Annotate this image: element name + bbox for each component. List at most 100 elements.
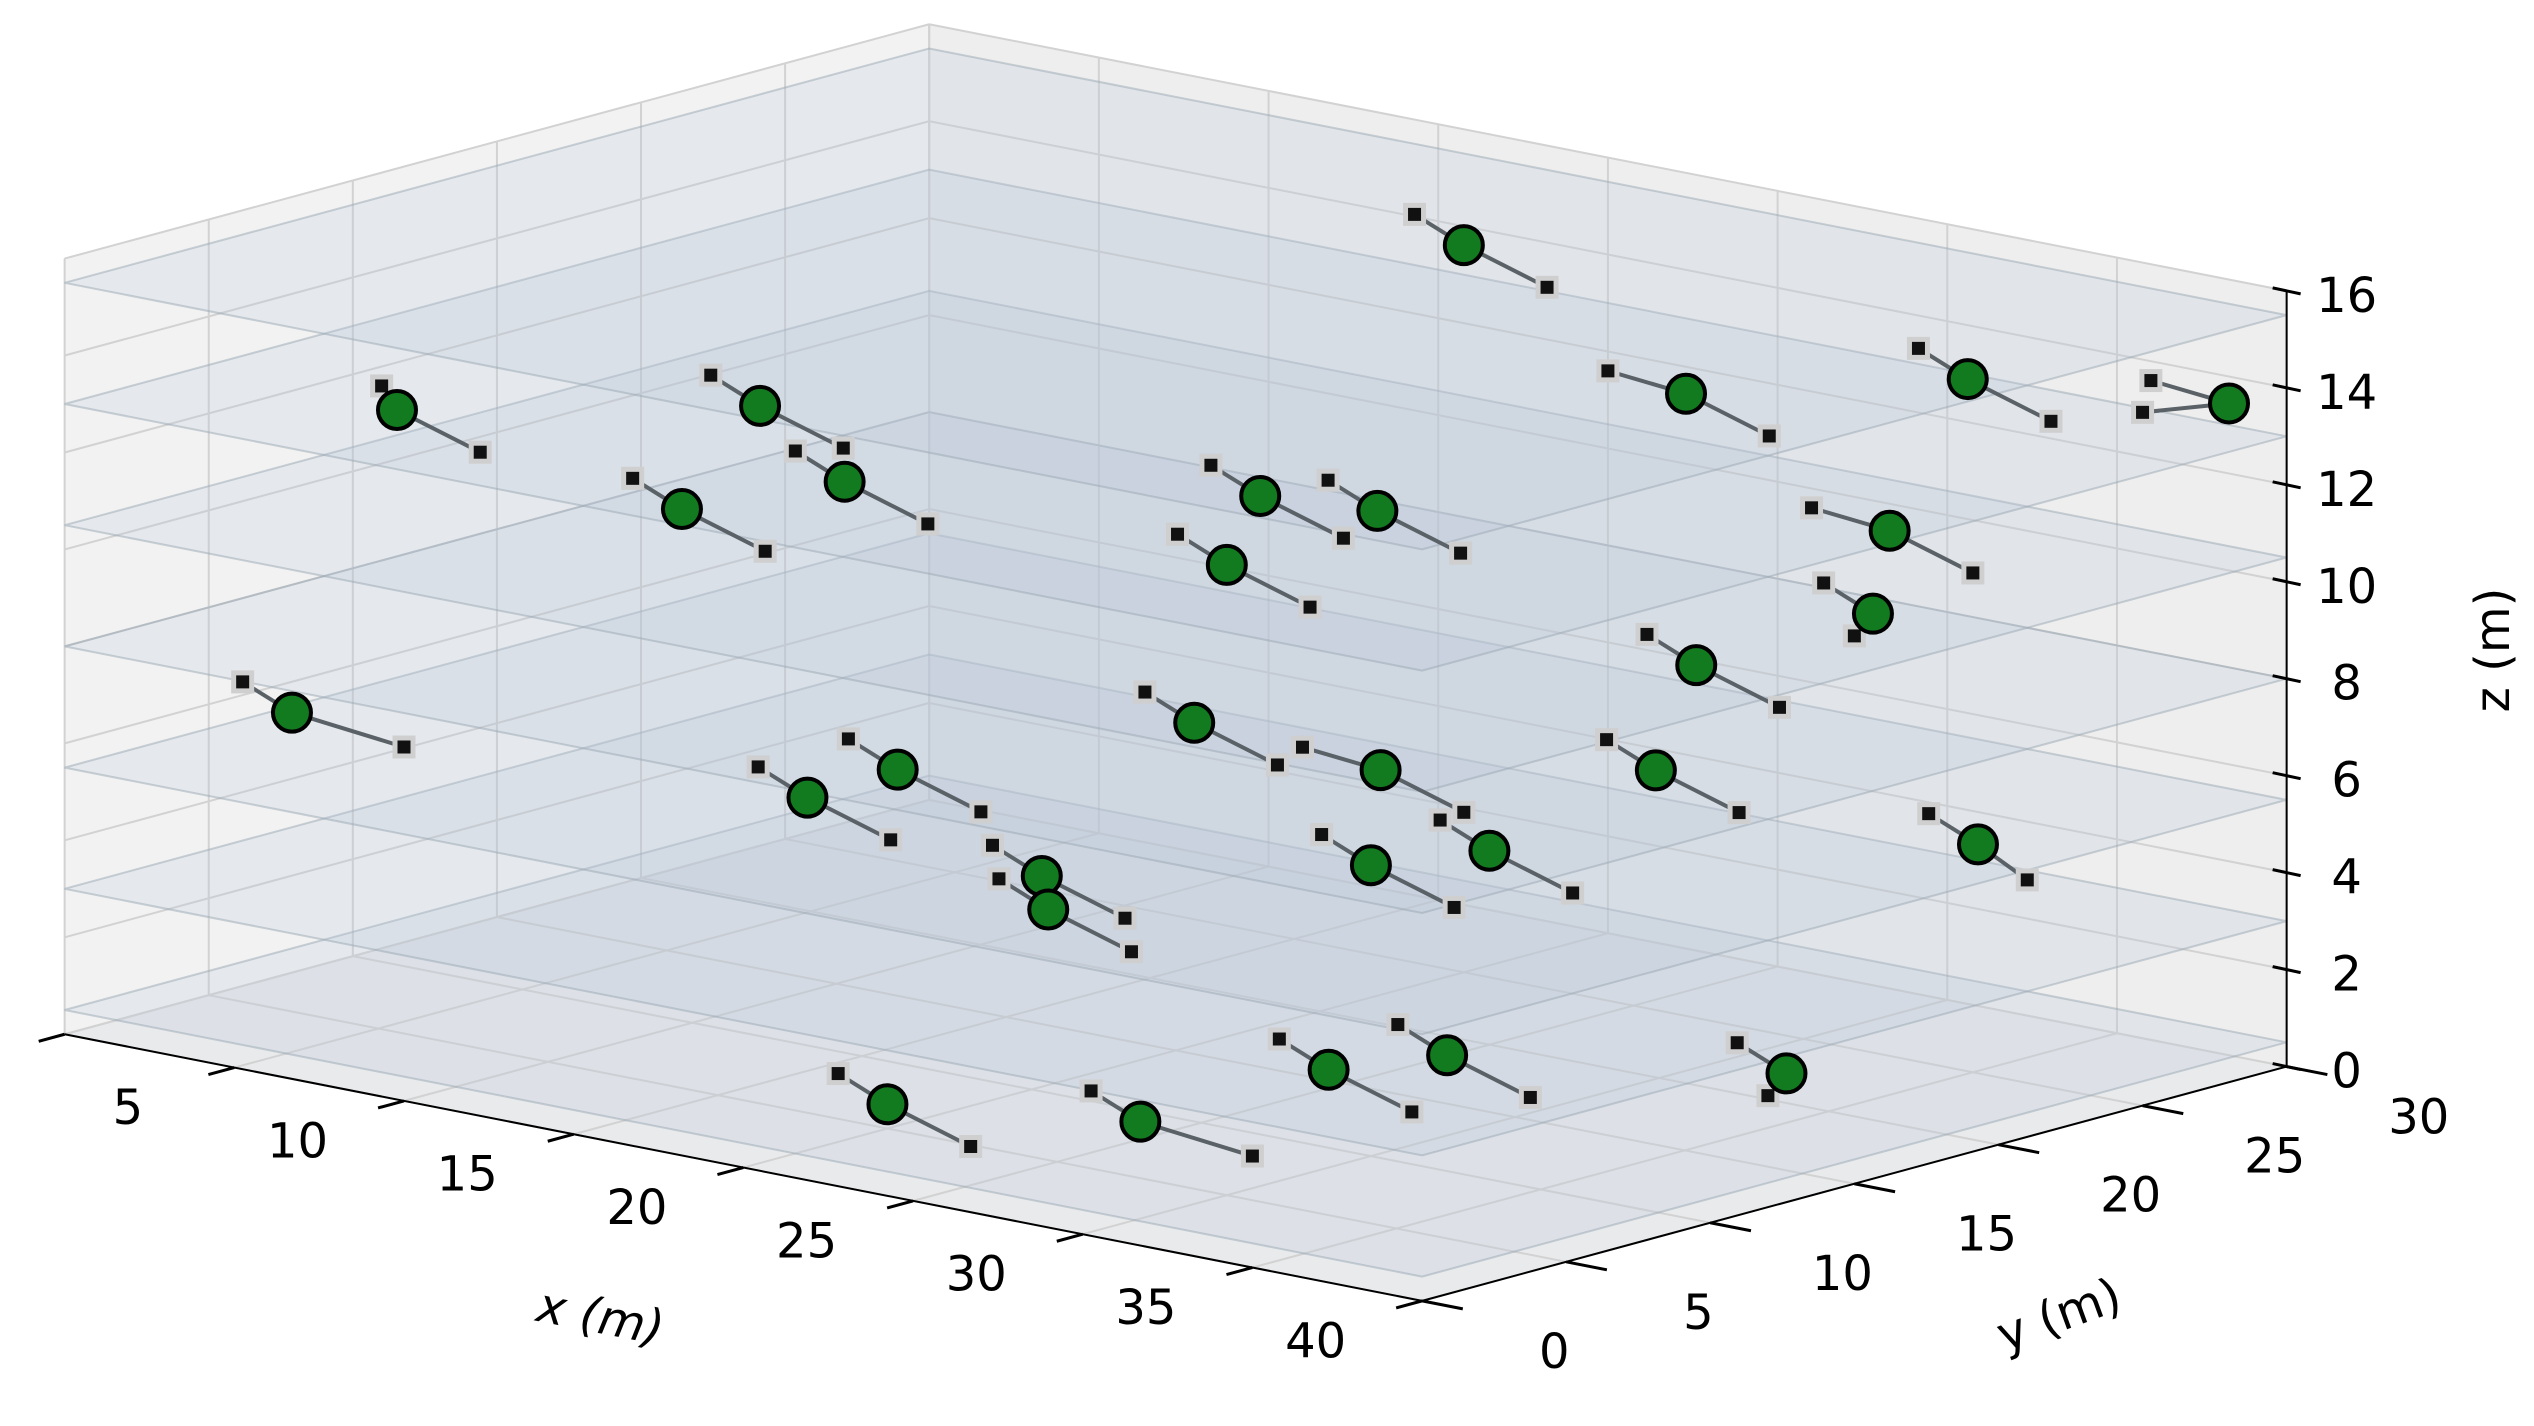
sensor	[1079, 1079, 1103, 1103]
tick-mark	[1395, 1299, 1423, 1310]
node	[2208, 382, 2251, 425]
grid-line	[208, 994, 1567, 1263]
sensor	[1449, 541, 1473, 565]
grid-line	[929, 314, 2287, 583]
grid-line	[929, 120, 2287, 389]
x-tick-label: 20	[606, 1180, 667, 1236]
sensor	[1518, 1085, 1542, 1109]
node	[866, 1083, 909, 1126]
tick-mark	[38, 1032, 66, 1043]
node	[1020, 855, 1063, 898]
node	[1851, 592, 1894, 635]
sensor	[1240, 1144, 1264, 1168]
z-tick-label: 12	[2316, 462, 2377, 518]
sensor	[468, 440, 492, 464]
node	[876, 748, 919, 791]
y-tick-label: 20	[2100, 1168, 2161, 1224]
planes	[64, 47, 2287, 1278]
sensor	[879, 828, 903, 852]
tick-mark	[377, 1099, 405, 1110]
node	[1356, 489, 1399, 532]
y-tick-label: 30	[2388, 1090, 2449, 1146]
sensor	[1428, 808, 1452, 832]
tick-mark	[717, 1166, 744, 1177]
node	[1868, 509, 1911, 552]
sensor	[1166, 522, 1190, 546]
node	[1027, 888, 1070, 931]
sensors	[231, 202, 2163, 1168]
node	[1634, 749, 1677, 792]
node	[1119, 1100, 1162, 1143]
sensor	[959, 1134, 983, 1158]
sensor	[1635, 622, 1659, 646]
node	[270, 691, 313, 734]
grid-line	[64, 217, 930, 454]
sensor	[1199, 453, 1223, 477]
node	[1956, 823, 1999, 866]
sensor	[1265, 753, 1289, 777]
sensor	[1961, 561, 1985, 585]
node	[1349, 844, 1392, 887]
tick-mark	[1709, 1221, 1752, 1233]
sensor	[1403, 202, 1427, 226]
sensor	[621, 466, 645, 490]
node	[1765, 1052, 1808, 1095]
z-tick-label: 0	[2331, 1044, 2362, 1100]
z-axis-label: z (m)	[2465, 588, 2521, 713]
sensor	[1725, 1031, 1749, 1055]
x-tick-label: 30	[946, 1247, 1007, 1303]
sensor	[2131, 400, 2155, 424]
tick-mark	[1226, 1266, 1253, 1277]
sensor	[969, 800, 993, 824]
nodes	[270, 224, 2251, 1143]
sensor	[783, 439, 807, 463]
z-tick-label: 4	[2331, 850, 2362, 906]
grid-line	[64, 605, 930, 842]
grid-line	[64, 314, 930, 551]
x-tick-label: 5	[113, 1080, 144, 1136]
y-axis-label: y (m)	[1989, 1267, 2128, 1363]
x-tick-label: 10	[267, 1113, 328, 1169]
sensor	[980, 833, 1004, 857]
sensor	[1133, 680, 1157, 704]
sensor	[836, 727, 860, 751]
node	[1205, 543, 1248, 586]
sensor	[2139, 369, 2163, 393]
sensor	[1310, 823, 1334, 847]
grid-line	[64, 23, 930, 260]
tick-mark	[1565, 1260, 1608, 1272]
sensor	[1400, 1100, 1424, 1124]
sensor	[987, 867, 1011, 891]
sensor	[370, 374, 394, 398]
y-tick-label: 5	[1683, 1285, 1714, 1341]
sensor	[231, 670, 255, 694]
grid-line	[929, 217, 2287, 486]
grid-line	[929, 701, 2287, 971]
node	[739, 384, 782, 427]
x-axis-label: x (m)	[531, 1277, 669, 1357]
sensor	[1595, 728, 1619, 752]
sensor	[1756, 1084, 1780, 1108]
x-tick-label: 25	[776, 1213, 837, 1269]
grid-line	[496, 916, 1855, 1185]
axis-line	[64, 1033, 1423, 1302]
sensor	[1119, 940, 1143, 964]
y-tick-label: 0	[1539, 1324, 1570, 1380]
sensor	[746, 755, 770, 779]
node	[1173, 701, 1216, 744]
sensor	[392, 735, 416, 759]
sensor	[1452, 800, 1476, 824]
sensor	[916, 512, 940, 536]
grid-line	[784, 837, 2143, 1107]
sensor	[2015, 868, 2039, 892]
tick-mark	[1056, 1232, 1084, 1243]
node	[1307, 1048, 1350, 1091]
sensor	[1906, 336, 1930, 360]
tick-mark	[207, 1066, 235, 1077]
z-tick-label: 2	[2331, 947, 2362, 1003]
sensor	[1535, 275, 1559, 299]
grid-line	[64, 798, 930, 1036]
tick-mark	[547, 1132, 575, 1143]
node	[1239, 474, 1282, 517]
z-tick-label: 8	[2331, 656, 2362, 712]
